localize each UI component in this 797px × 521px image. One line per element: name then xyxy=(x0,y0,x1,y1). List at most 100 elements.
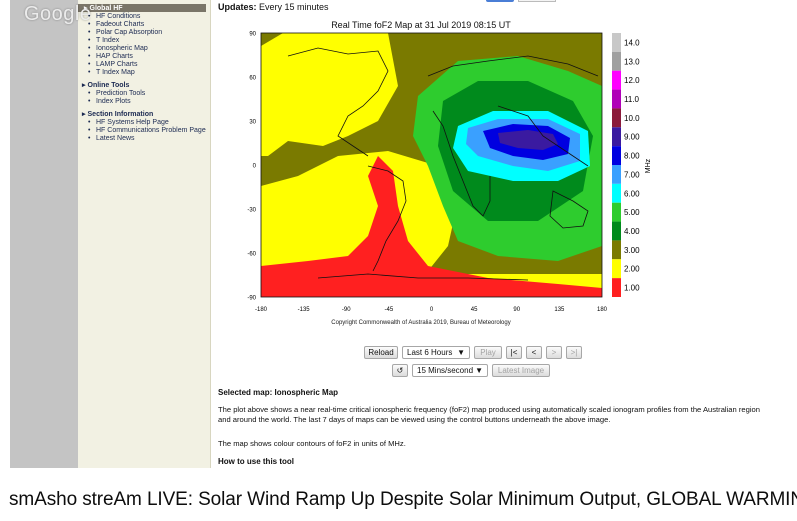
colorbar-label: 1.00 xyxy=(624,284,640,293)
loop-button[interactable]: ↺ xyxy=(392,364,408,377)
x-tick-label: 90 xyxy=(513,307,520,313)
nav-section-label: Online Tools xyxy=(87,82,130,89)
colorbar-swatch xyxy=(612,259,621,279)
updates-label: Updates: xyxy=(218,2,257,12)
nav-section-title[interactable]: ▸ Section Information xyxy=(78,110,210,118)
colorbar-swatch xyxy=(612,33,621,52)
colorbar-swatch xyxy=(612,51,621,71)
nav-link[interactable]: HAP Charts xyxy=(88,53,210,61)
prev-frame-button[interactable]: < xyxy=(526,346,542,359)
colorbar-swatch xyxy=(612,89,621,109)
colorbar-label: 3.00 xyxy=(624,246,640,255)
plot-frame xyxy=(260,32,603,298)
video-frame: Google ▸Global HFHF ConditionsFadeout Ch… xyxy=(10,0,782,468)
contour-dark-blue xyxy=(498,130,558,150)
chevron-down-icon: ▼ xyxy=(475,366,483,375)
colorbar-swatch xyxy=(612,70,621,90)
chevron-right-icon: ▸ xyxy=(82,111,86,118)
nav-link[interactable]: Ionospheric Map xyxy=(88,45,210,53)
range-select-value: Last 6 Hours xyxy=(407,348,453,357)
speed-select[interactable]: 15 Mins/second ▼ xyxy=(412,364,488,377)
map-title: Real Time foF2 Map at 31 Jul 2019 08:15 … xyxy=(331,20,511,30)
colorbar-label: 4.00 xyxy=(624,227,640,236)
nav-link[interactable]: Latest News xyxy=(88,135,210,143)
nav-link[interactable]: Prediction Tools xyxy=(88,90,210,98)
left-nav: ▸Global HFHF ConditionsFadeout ChartsPol… xyxy=(78,0,211,468)
nav-link[interactable]: T Index xyxy=(88,37,210,45)
y-tick-label: -90 xyxy=(247,296,256,302)
video-title: smAsho streAm LIVE: Solar Wind Ramp Up D… xyxy=(9,489,797,510)
colorbar-swatch xyxy=(612,202,621,222)
reload-button[interactable]: Reload xyxy=(364,346,398,359)
colorbar-swatch xyxy=(612,146,621,165)
colorbar-swatch xyxy=(612,127,621,147)
nav-list: HF Systems Help PageHF Communications Pr… xyxy=(78,119,210,143)
top-button-blue[interactable] xyxy=(486,0,514,2)
y-tick-label: -60 xyxy=(247,252,256,258)
colorbar-label: 12.0 xyxy=(624,76,640,85)
latest-image-button[interactable]: Latest Image xyxy=(492,364,550,377)
y-tick-label: -30 xyxy=(247,208,256,214)
coastlines xyxy=(287,47,599,281)
nav-section-label: Section Information xyxy=(87,111,154,118)
y-tick-label: 30 xyxy=(249,120,256,126)
colorbar-swatch xyxy=(612,278,621,297)
colorbar-label: 6.00 xyxy=(624,189,640,198)
x-tick-label: 180 xyxy=(597,307,608,313)
nav-list: HF ConditionsFadeout ChartsPolar Cap Abs… xyxy=(78,13,210,77)
map-copyright: Copyright Commonwealth of Australia 2019… xyxy=(331,320,511,326)
chevron-right-icon: ▸ xyxy=(84,5,88,12)
colorbar-label: 8.00 xyxy=(624,152,640,161)
nav-link[interactable]: Polar Cap Absorption xyxy=(88,29,210,37)
description-units: The map shows colour contours of foF2 in… xyxy=(218,439,406,448)
colorbar-label: 14.0 xyxy=(624,38,640,47)
updates-line: Updates: Every 15 minutes xyxy=(218,2,329,12)
how-to-heading: How to use this tool xyxy=(218,457,294,466)
x-tick-label: -90 xyxy=(342,307,351,313)
nav-section-label: Global HF xyxy=(89,5,123,12)
y-tick-label: 90 xyxy=(249,32,256,38)
colorbar-swatch xyxy=(612,165,621,184)
range-select[interactable]: Last 6 Hours ▼ xyxy=(402,346,470,359)
colorbar-swatch xyxy=(612,221,621,241)
nav-link[interactable]: Fadeout Charts xyxy=(88,21,210,29)
contour-red xyxy=(261,156,602,297)
play-button[interactable]: Play xyxy=(474,346,502,359)
chevron-right-icon: ▸ xyxy=(82,82,86,89)
web-page: ▸Global HFHF ConditionsFadeout ChartsPol… xyxy=(78,0,782,468)
nav-list: Prediction ToolsIndex Plots xyxy=(78,90,210,106)
nav-link[interactable]: T Index Map xyxy=(88,69,210,77)
x-tick-label: -180 xyxy=(255,307,268,313)
nav-link[interactable]: LAMP Charts xyxy=(88,61,210,69)
top-button-grey[interactable] xyxy=(518,0,556,2)
colorbar-label: 9.00 xyxy=(624,133,640,142)
x-axis-ticks: -180 -135 -90 -45 0 45 90 135 180 xyxy=(255,307,608,313)
speed-select-value: 15 Mins/second xyxy=(417,366,474,375)
selected-map-heading: Selected map: Ionospheric Map xyxy=(218,388,339,397)
contour-layer xyxy=(261,33,602,297)
last-frame-button[interactable]: >| xyxy=(566,346,582,359)
y-axis-ticks: 90 60 30 0 -30 -60 -90 xyxy=(247,32,256,302)
colorbar-label: 11.0 xyxy=(624,95,640,104)
colorbar-label: 5.00 xyxy=(624,208,640,217)
nav-link[interactable]: HF Conditions xyxy=(88,13,210,21)
colorbar: 14.0 13.0 12.0 11.0 10.0 9.00 8.00 7.00 6.00 5.00… xyxy=(612,33,640,297)
first-frame-button[interactable]: |< xyxy=(506,346,522,359)
next-frame-button[interactable]: > xyxy=(546,346,562,359)
colorbar-label: 13.0 xyxy=(624,57,640,66)
main-content: Updates: Every 15 minutes xyxy=(216,0,782,468)
nav-link[interactable]: HF Systems Help Page xyxy=(88,119,210,127)
colorbar-label: 2.00 xyxy=(624,265,640,274)
x-tick-label: -45 xyxy=(385,307,394,313)
colorbar-unit-label: MHz xyxy=(645,158,652,173)
nav-section-title[interactable]: ▸ Online Tools xyxy=(78,81,210,89)
colorbar-label: 7.00 xyxy=(624,170,640,179)
y-tick-label: 60 xyxy=(249,76,256,82)
updates-value: Every 15 minutes xyxy=(259,2,329,12)
nav-section-title[interactable]: ▸ Global HF xyxy=(78,4,206,12)
colorbar-swatch xyxy=(612,240,621,260)
google-watermark: Google xyxy=(24,3,92,25)
nav-link[interactable]: HF Communications Problem Page xyxy=(88,127,210,135)
y-tick-label: 0 xyxy=(253,164,257,170)
nav-link[interactable]: Index Plots xyxy=(88,98,210,106)
